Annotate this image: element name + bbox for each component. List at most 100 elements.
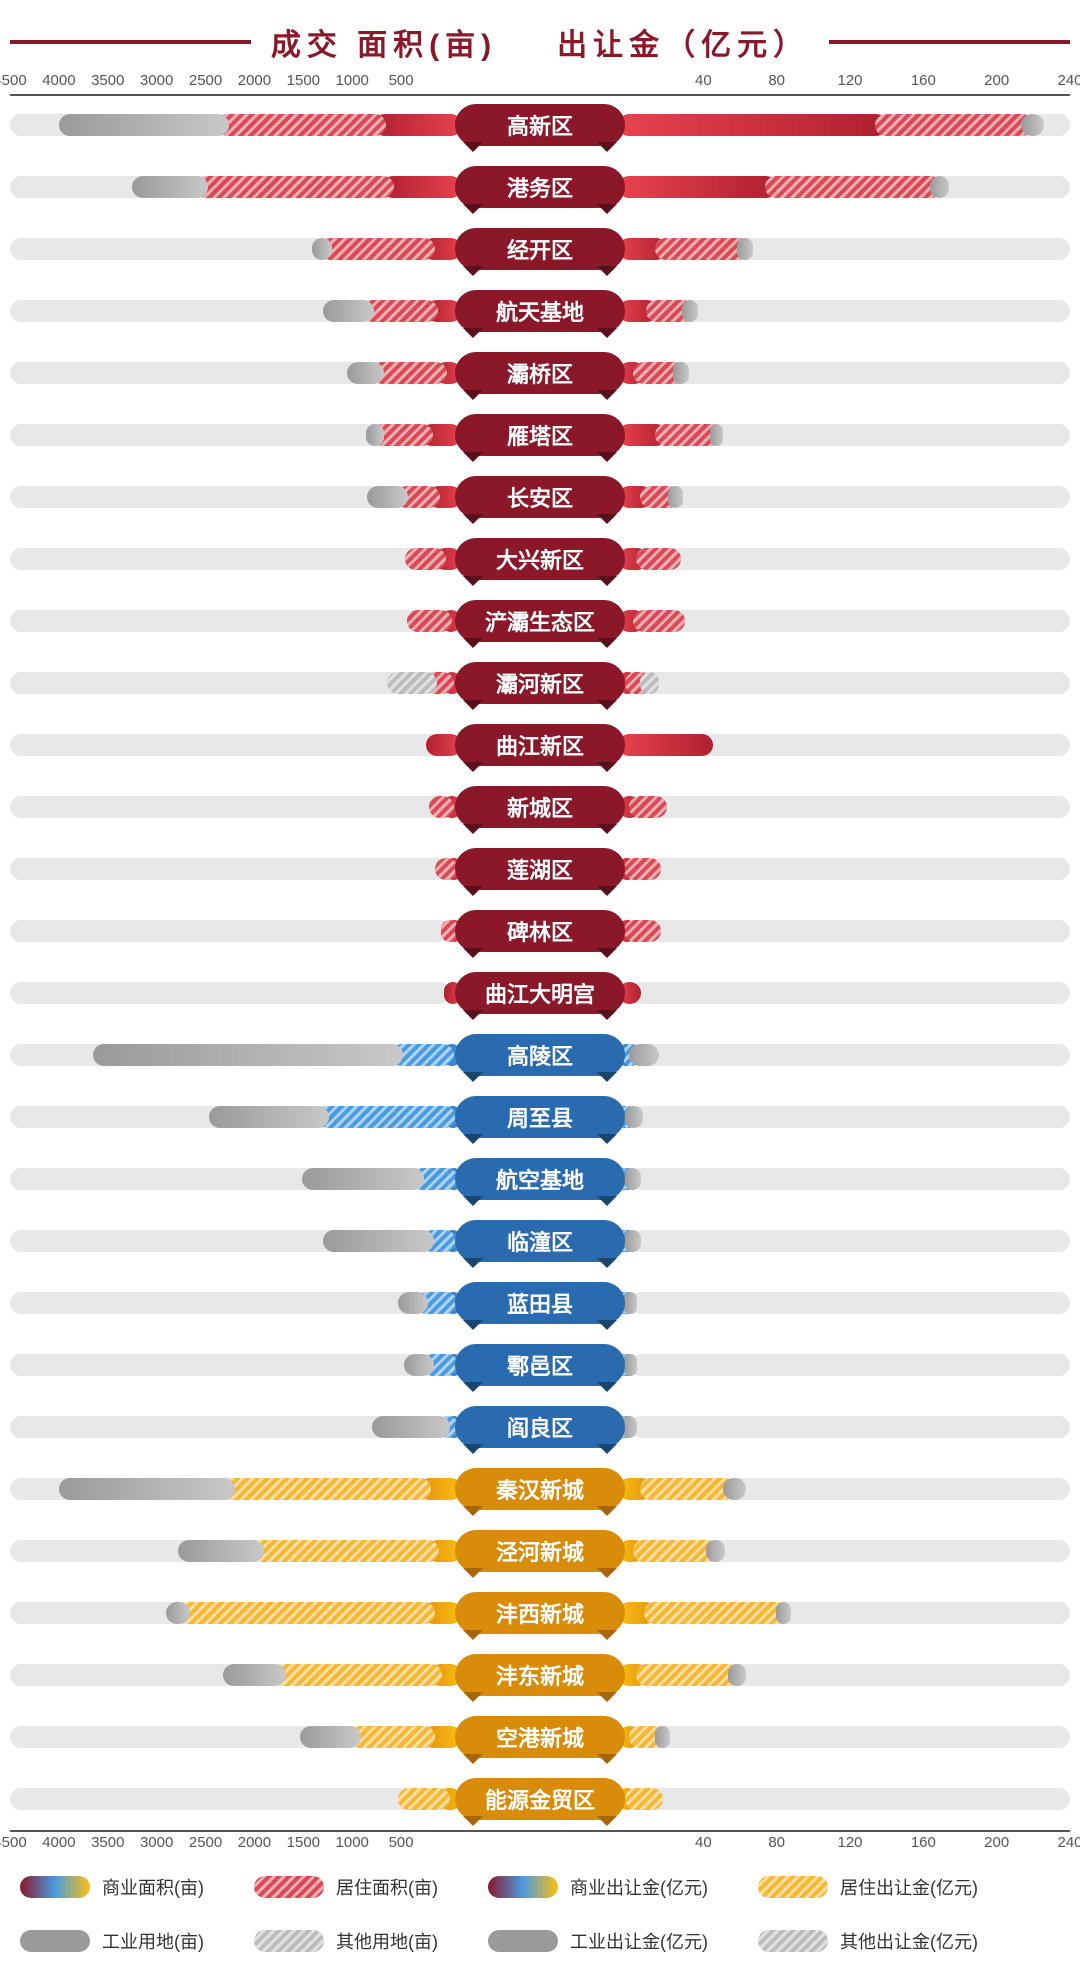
chart-row: 长安区 [10,470,1070,520]
axis-tick: 40 [695,72,712,89]
legend-item: 商业面积(亩) [20,1874,204,1900]
row-bg-left [10,920,450,942]
axis-tick: 3000 [140,72,173,89]
bar-left-residential [429,796,454,818]
chart-row: 曲江大明宫 [10,966,1070,1016]
bar-right-commercial [618,114,887,136]
axis-tick: 1500 [287,1834,320,1851]
chart-row: 阎良区 [10,1400,1070,1450]
bar-left-residential [223,1478,431,1500]
bar-left-industrial [367,486,408,508]
bar-right-residential [765,176,942,198]
legend-swatch [20,1930,90,1952]
bar-right-residential [655,238,750,260]
axis-tick: 2000 [238,1834,271,1851]
district-label: 空港新城 [455,1716,625,1758]
row-bg-right [630,362,1070,384]
district-label: 大兴新区 [455,538,625,580]
bar-left-residential [317,1106,456,1128]
axis-tick: 2500 [189,1834,222,1851]
axis-bottom: 4500400035003000250020001500100050040801… [10,1834,1070,1854]
bar-right-industrial [728,1664,746,1686]
bar-left-industrial [209,1106,329,1128]
bar-left-residential [407,610,452,632]
bar-left-commercial [382,176,462,198]
district-label: 灞河新区 [455,662,625,704]
district-label: 能源金贸区 [455,1778,625,1820]
district-label: 长安区 [455,476,625,518]
axis-line-bottom [10,1830,1070,1832]
bar-left-industrial [312,238,332,260]
row-bg-left [10,610,450,632]
diverging-bar-chart: 成交 面积(亩) 出让金（亿元） 45004000350030002500200… [10,20,1070,1954]
chart-row: 浐灞生态区 [10,594,1070,644]
axis-tick: 1000 [336,72,369,89]
district-label: 新城区 [455,786,625,828]
axis-top: 4500400035003000250020001500100050040801… [10,72,1070,92]
axis-tick: 500 [389,72,414,89]
axis-tick: 200 [984,1834,1009,1851]
legend-item: 商业出让金(亿元) [488,1874,708,1900]
legend-swatch [758,1930,828,1952]
bar-left-residential [217,114,385,136]
axis-tick: 2000 [238,72,271,89]
bar-right-industrial [624,1292,638,1314]
chart-row: 经开区 [10,222,1070,272]
chart-row: 临潼区 [10,1214,1070,1264]
legend-swatch [758,1876,828,1898]
bar-right-industrial [737,238,753,260]
bar-left-industrial [178,1540,264,1562]
axis-tick: 500 [389,1834,414,1851]
district-label: 浐灞生态区 [455,600,625,642]
chart-row: 航天基地 [10,284,1070,334]
chart-rows: 高新区港务区经开区航天基地灞桥区雁塔区长安区大兴新区浐灞生态区灞河新区曲江新区新… [10,98,1070,1822]
district-label: 高陵区 [455,1034,625,1076]
axis-tick: 80 [768,1834,785,1851]
row-bg-right [630,796,1070,818]
chart-row: 大兴新区 [10,532,1070,582]
bar-left-residential [349,1726,434,1748]
row-bg-left [10,1788,450,1810]
row-bg-left [10,548,450,570]
district-label: 灞桥区 [455,352,625,394]
bar-left-industrial [302,1168,424,1190]
district-label: 临潼区 [455,1220,625,1262]
legend-swatch [20,1876,90,1898]
district-label: 莲湖区 [455,848,625,890]
legend-item: 其他出让金(亿元) [758,1928,978,1954]
district-label: 周至县 [455,1096,625,1138]
axis-tick: 200 [984,72,1009,89]
legend-swatch [254,1876,324,1898]
bar-left-commercial [374,114,462,136]
chart-row: 雁塔区 [10,408,1070,458]
row-bg-right [630,920,1070,942]
axis-tick: 2500 [189,72,222,89]
chart-row: 碑林区 [10,904,1070,954]
district-label: 沣东新城 [455,1654,625,1696]
legend-label: 商业出让金(亿元) [570,1874,708,1900]
bar-left-residential [320,238,435,260]
row-bg-left [10,796,450,818]
chart-row: 灞桥区 [10,346,1070,396]
bar-left-residential [252,1540,438,1562]
axis-tick: 120 [837,72,862,89]
bar-right-residential [875,114,1034,136]
bar-right-commercial [618,734,713,756]
legend-label: 居住出让金(亿元) [840,1874,978,1900]
row-bg-right [630,1354,1070,1376]
axis-tick: 1000 [336,1834,369,1851]
bar-right-residential [644,1602,788,1624]
axis-tick: 3500 [91,1834,124,1851]
chart-row: 港务区 [10,160,1070,210]
row-bg-left [10,1354,450,1376]
district-label: 曲江大明宫 [455,972,625,1014]
legend-swatch [254,1930,324,1952]
bar-right-residential [636,1664,740,1686]
axis-tick: 4500 [0,72,27,89]
axis-tick: 4500 [0,1834,27,1851]
chart-row: 沣东新城 [10,1648,1070,1698]
district-label: 碑林区 [455,910,625,952]
bar-left-industrial [347,362,383,384]
bar-right-residential [624,858,662,880]
legend: 商业面积(亩)居住面积(亩)商业出让金(亿元)居住出让金(亿元)工业用地(亩)其… [10,1874,1070,1954]
